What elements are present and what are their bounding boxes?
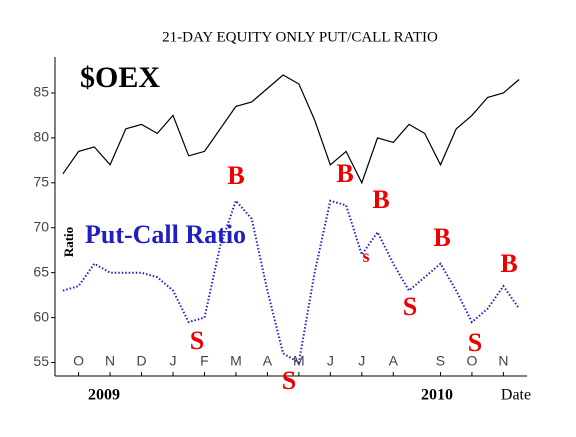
- x-tick-label: M: [293, 353, 305, 369]
- annotation: S: [468, 328, 482, 357]
- y-tick-label: 70: [33, 218, 49, 234]
- x-tick-label: J: [170, 353, 177, 369]
- annotation: S: [403, 292, 417, 321]
- x-tick-label: N: [105, 353, 115, 369]
- y-axis-label: Ratio: [61, 227, 76, 257]
- x-tick-label: A: [263, 353, 273, 369]
- x-tick-label: D: [136, 353, 146, 369]
- annotation: S: [190, 326, 204, 355]
- x-tick-label: N: [498, 353, 508, 369]
- y-tick-label: 65: [33, 263, 49, 279]
- annotation: B: [336, 159, 353, 188]
- series-label: $OEX: [80, 61, 160, 94]
- y-tick-label: 85: [33, 84, 49, 100]
- annotation: B: [433, 223, 450, 252]
- annotation: s: [362, 246, 369, 266]
- y-tick-label: 55: [33, 353, 49, 369]
- x-tick-label: A: [389, 353, 399, 369]
- y-tick-label: 80: [33, 129, 49, 145]
- x-tick-label: J: [358, 353, 365, 369]
- annotation: B: [372, 185, 389, 214]
- x-tick-label: S: [436, 353, 445, 369]
- x-axis-label: Date: [501, 387, 531, 404]
- y-tick-label: 60: [33, 308, 49, 324]
- x-tick-label: O: [73, 353, 84, 369]
- y-tick-label: 75: [33, 174, 49, 190]
- x-tick-label: J: [327, 353, 334, 369]
- x-tick-label: M: [230, 353, 242, 369]
- annotation: S: [282, 366, 296, 395]
- series-label: Put-Call Ratio: [85, 220, 246, 249]
- year-label: 2009: [88, 387, 120, 404]
- annotation: B: [500, 249, 517, 278]
- x-tick-label: F: [200, 353, 209, 369]
- annotation: B: [227, 161, 244, 190]
- chart-title: 21-DAY EQUITY ONLY PUT/CALL RATIO: [162, 29, 438, 45]
- year-label: 2010: [421, 387, 453, 404]
- x-tick-label: O: [466, 353, 477, 369]
- series-line: [62, 74, 520, 185]
